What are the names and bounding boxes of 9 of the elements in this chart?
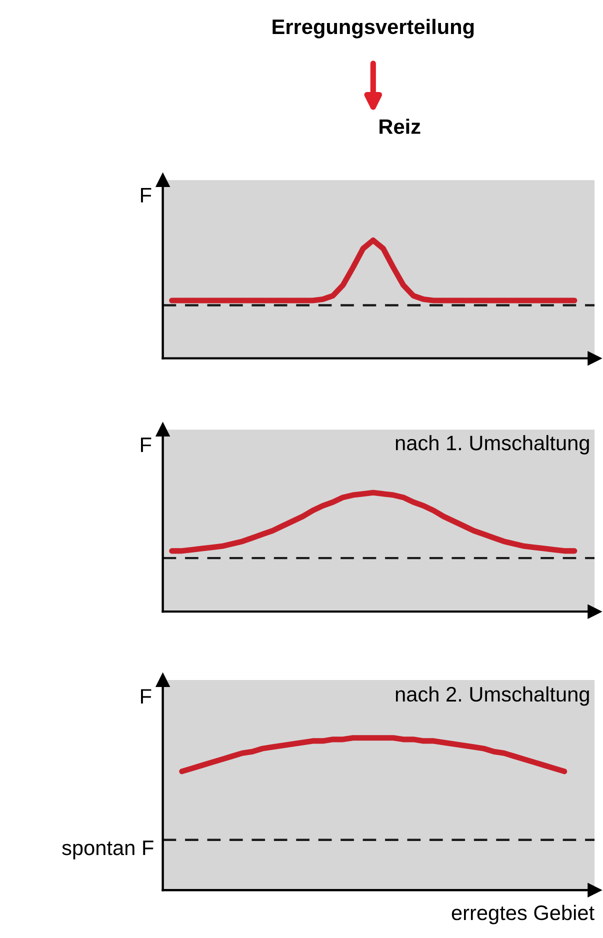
y-axis-title: F [141,438,152,452]
ref-line-label: spontan F [62,840,154,860]
y-axis-title: F [141,689,152,704]
chart-title: nach 1. Umschaltung [396,435,589,454]
chart-title: nach 2. Umschaltung [396,686,589,706]
y-axis-title: F [141,188,152,202]
x-axis-title: erregtes Gebiet [452,904,594,924]
chart-title: Erregungsverteilung [272,18,474,38]
text: Reiz [380,118,420,134]
